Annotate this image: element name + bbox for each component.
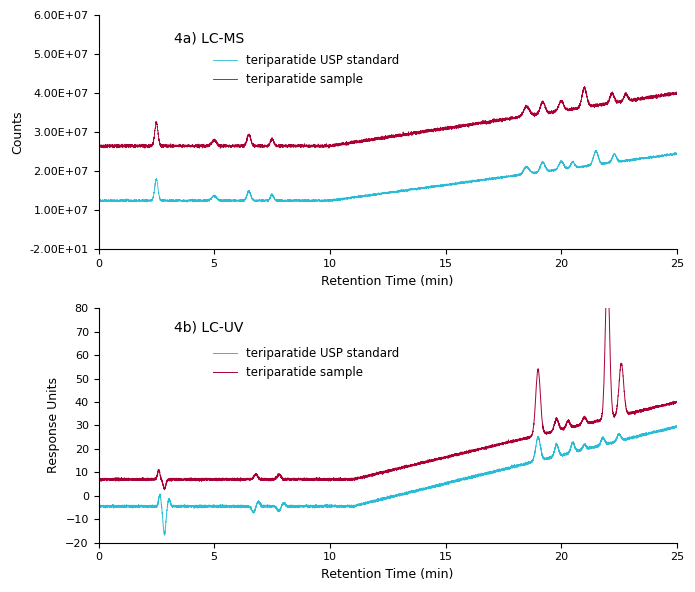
Legend: teriparatide USP standard, teriparatide sample: teriparatide USP standard, teriparatide … (208, 342, 404, 384)
teriparatide USP standard (554, 163, 562, 170)
teriparatide sample (124, 143, 132, 150)
teriparatide sample (462, 121, 471, 128)
teriparatide USP standard (124, 503, 132, 510)
teriparatide sample (603, 262, 612, 269)
teriparatide USP standard (304, 504, 312, 511)
teriparatide USP standard (554, 445, 562, 452)
X-axis label: Retention Time (min): Retention Time (min) (322, 568, 454, 581)
teriparatide USP standard (161, 532, 169, 539)
Line: teriparatide sample: teriparatide sample (99, 86, 677, 148)
teriparatide USP standard (95, 197, 103, 204)
teriparatide USP standard (462, 474, 471, 481)
teriparatide sample (523, 104, 532, 111)
Line: teriparatide USP standard: teriparatide USP standard (99, 426, 677, 535)
teriparatide sample (436, 455, 445, 462)
teriparatide USP standard (523, 461, 532, 468)
Text: 4b) LC-UV: 4b) LC-UV (174, 320, 243, 334)
teriparatide USP standard (304, 197, 312, 204)
teriparatide sample (462, 450, 471, 457)
teriparatide sample (523, 434, 532, 441)
teriparatide USP standard (436, 182, 445, 189)
teriparatide USP standard (523, 164, 532, 171)
teriparatide sample (673, 90, 681, 97)
teriparatide sample (124, 475, 132, 482)
X-axis label: Retention Time (min): Retention Time (min) (322, 275, 454, 288)
teriparatide USP standard (673, 423, 681, 430)
teriparatide USP standard (672, 422, 680, 429)
teriparatide USP standard (95, 503, 103, 510)
Text: 4a) LC-MS: 4a) LC-MS (174, 31, 244, 46)
teriparatide sample (95, 143, 103, 150)
teriparatide sample (436, 126, 445, 133)
teriparatide USP standard (124, 197, 132, 204)
teriparatide sample (554, 419, 562, 426)
Legend: teriparatide USP standard, teriparatide sample: teriparatide USP standard, teriparatide … (208, 49, 404, 91)
teriparatide sample (216, 144, 224, 152)
Y-axis label: Counts: Counts (11, 111, 24, 154)
teriparatide USP standard (436, 481, 445, 488)
teriparatide USP standard (592, 147, 600, 154)
teriparatide USP standard (673, 150, 681, 157)
teriparatide sample (304, 142, 312, 149)
Line: teriparatide sample: teriparatide sample (99, 265, 677, 490)
Line: teriparatide USP standard: teriparatide USP standard (99, 150, 677, 202)
teriparatide sample (580, 83, 589, 90)
Y-axis label: Response Units: Response Units (47, 378, 60, 474)
teriparatide sample (161, 486, 169, 493)
teriparatide sample (554, 104, 562, 111)
teriparatide sample (304, 477, 312, 484)
teriparatide sample (95, 476, 103, 483)
teriparatide USP standard (183, 199, 191, 206)
teriparatide USP standard (462, 179, 471, 186)
teriparatide sample (673, 398, 681, 405)
